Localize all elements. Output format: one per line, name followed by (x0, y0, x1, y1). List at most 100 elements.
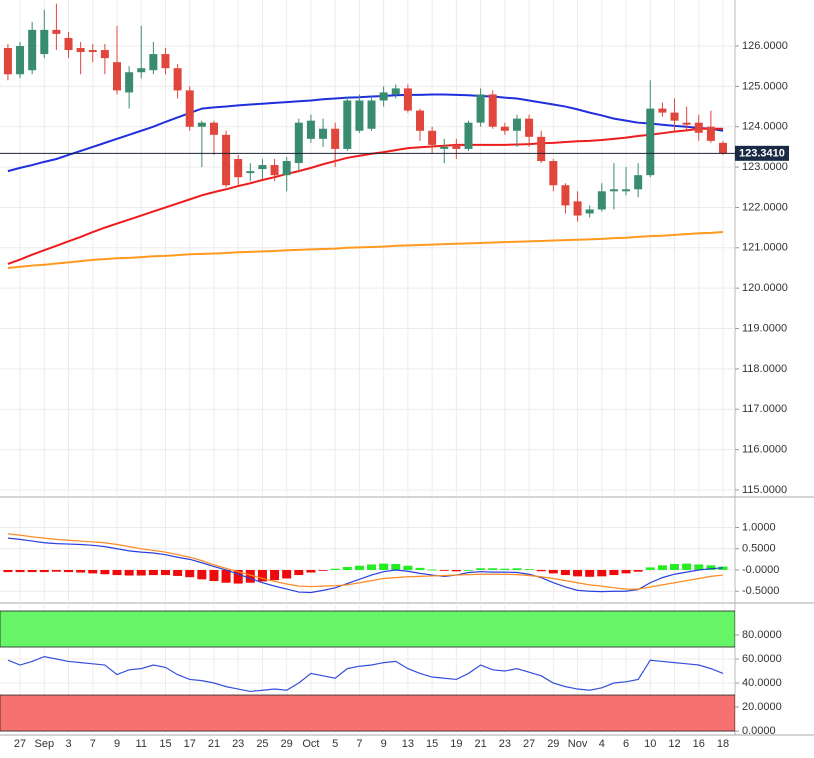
bar (500, 568, 510, 570)
bar (354, 565, 364, 570)
x-tick-label: 29 (281, 738, 293, 750)
candle-body (270, 165, 279, 176)
candle-body (282, 161, 291, 176)
panel (0, 610, 735, 732)
y-tick-label: 120.0000 (742, 282, 788, 294)
bar (294, 569, 304, 576)
candle-body (428, 130, 437, 145)
y-tick-label: 122.0000 (742, 201, 788, 213)
bar (633, 569, 643, 572)
y-tick-label: 20.0000 (742, 701, 782, 713)
candle-body (343, 100, 352, 149)
bar (27, 569, 37, 573)
candle-body (222, 134, 231, 186)
line (7, 655, 724, 693)
candle-body (537, 136, 546, 162)
candle-body (306, 120, 315, 139)
bar (124, 569, 134, 576)
bar (560, 569, 570, 576)
candle-body (234, 159, 243, 178)
y-tick-label: 121.0000 (742, 242, 788, 254)
x-tick-label: 12 (668, 738, 680, 750)
candle-body (294, 122, 303, 164)
bar (657, 565, 667, 570)
bar (439, 569, 449, 571)
y-tick-label: 1.0000 (742, 521, 776, 533)
x-tick-label: 29 (547, 738, 559, 750)
candle-body (658, 108, 667, 113)
candle-body (197, 122, 206, 127)
x-tick-label: 9 (114, 738, 120, 750)
x-tick-label: 19 (450, 738, 462, 750)
bar (197, 569, 207, 580)
bar (403, 565, 413, 570)
bar (221, 569, 231, 583)
bar (51, 569, 61, 572)
bar (173, 569, 183, 576)
bar (306, 569, 316, 573)
candle-body (391, 88, 400, 95)
bar (621, 569, 631, 574)
bar (415, 567, 425, 570)
bar (524, 569, 534, 570)
last-price-label: 123.3410 (739, 148, 785, 160)
bar (64, 569, 74, 573)
band (0, 610, 735, 648)
y-tick-label: 126.0000 (742, 40, 788, 52)
candle-body (149, 54, 158, 71)
bar (15, 569, 25, 573)
x-tick-label: 10 (644, 738, 656, 750)
bar (476, 568, 486, 570)
bar (488, 568, 498, 570)
bar (209, 569, 219, 582)
candle-body (355, 100, 364, 131)
candle-body (64, 37, 73, 51)
x-tick-label: 27 (523, 738, 535, 750)
candle-body (573, 201, 582, 216)
candle-body (464, 122, 473, 149)
bar (670, 564, 680, 570)
candle-body (670, 112, 679, 121)
bar (342, 567, 352, 570)
x-tick-label: 17 (184, 738, 196, 750)
bar (706, 565, 716, 570)
x-tick-label: 18 (717, 738, 729, 750)
bar (427, 569, 437, 571)
line (7, 537, 724, 594)
x-tick-label: 7 (356, 738, 362, 750)
y-tick-label: 124.0000 (742, 121, 788, 133)
candle-body (416, 110, 424, 131)
candle-body (161, 54, 170, 69)
x-tick-label: 21 (208, 738, 220, 750)
candle-body (646, 108, 655, 176)
line (7, 127, 723, 265)
candle-body (113, 62, 121, 91)
line (7, 93, 724, 173)
candle-body (609, 189, 618, 192)
bar (148, 569, 158, 576)
line (7, 231, 724, 269)
x-tick-label: 21 (474, 738, 486, 750)
candle-body (100, 50, 109, 59)
candle-body (173, 68, 182, 91)
candle-body (185, 90, 194, 127)
x-tick-label: 23 (499, 738, 511, 750)
bar (160, 569, 170, 576)
panel (0, 3, 735, 269)
bar (451, 569, 461, 572)
x-tick-label: 16 (693, 738, 705, 750)
y-tick-label: 117.0000 (742, 403, 787, 415)
grid (0, 0, 735, 735)
bar (233, 569, 243, 584)
labels: 27 Sep 3 7 9 11 15 17 21 23 25 29 Oct 5 7 9 13 15 19 21 23 27… (14, 40, 789, 750)
candle-body (500, 126, 509, 131)
candle-body (258, 165, 267, 170)
bar (645, 567, 655, 570)
bar (682, 563, 692, 570)
candle-body (634, 175, 643, 190)
bar (597, 569, 607, 577)
x-tick-label: 6 (623, 738, 629, 750)
x-tick-label: 13 (402, 738, 414, 750)
bar (185, 569, 195, 578)
y-tick-label: 0.0000 (742, 725, 776, 737)
